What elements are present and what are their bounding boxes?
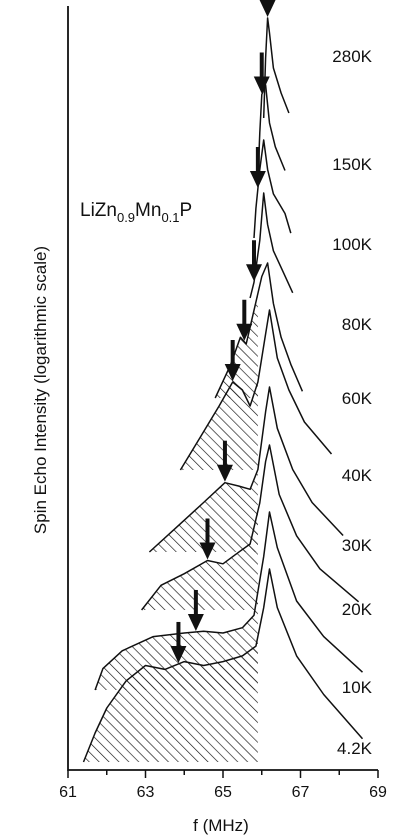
spectrum-line	[148, 386, 344, 553]
arrow-head	[236, 323, 253, 341]
temperature-label: 40K	[342, 466, 373, 485]
spectrum-line	[179, 309, 333, 471]
hatched-area	[149, 469, 258, 552]
arrow-head	[259, 0, 276, 17]
spectrum-line	[141, 444, 360, 611]
temperature-label: 80K	[342, 315, 373, 334]
hatched-area	[215, 293, 258, 398]
spectrum-line	[214, 262, 304, 399]
spectrum-line	[253, 139, 292, 239]
spectra-traces	[82, 0, 364, 763]
arrow-head	[170, 645, 187, 663]
temperature-label: 10K	[342, 678, 373, 697]
temperature-label: 20K	[342, 600, 373, 619]
arrow-head	[224, 364, 241, 381]
spectrum-30K	[148, 386, 344, 553]
spectrum-280K	[259, 0, 290, 119]
spectrum-line	[94, 511, 364, 691]
spectrum-60K	[214, 262, 304, 399]
spectrum-line	[82, 568, 364, 763]
x-axis-ticks: 61 63 65 67 69	[59, 770, 387, 801]
x-tick-label: 65	[214, 784, 232, 801]
temperature-label: 60K	[342, 389, 373, 408]
temperature-label: 150K	[332, 155, 372, 174]
spectrum-line	[257, 84, 286, 181]
x-tick-label: 67	[292, 784, 310, 801]
hatched-area	[180, 382, 258, 470]
svg-text:LiZn0.9Mn0.1P: LiZn0.9Mn0.1P	[80, 200, 192, 225]
hatched-area	[83, 636, 258, 762]
spectrum-4.2K	[82, 568, 364, 763]
sample-formula: LiZn0.9Mn0.1P	[80, 200, 192, 225]
arrow-head	[253, 76, 270, 94]
spectrum-line	[262, 17, 290, 119]
x-tick-label: 69	[369, 784, 387, 801]
arrow-head	[216, 464, 233, 482]
spectrum-40K	[179, 309, 333, 471]
temperature-label: 280K	[332, 47, 372, 66]
arrow-head	[187, 613, 204, 631]
spectrum-100K	[249, 139, 292, 239]
hatched-area	[141, 511, 258, 610]
y-axis-title: Spin Echo Intensity (logarithmic scale)	[31, 246, 50, 534]
temperature-labels: 280K 150K 100K 80K 60K 40K 30K 20K 10K 4.2K	[332, 47, 372, 758]
temperature-label: 100K	[332, 235, 372, 254]
x-axis-title: f (MHz)	[193, 816, 249, 835]
spectrum-80K	[246, 192, 294, 299]
arrow-head	[246, 264, 262, 282]
arrow-head	[249, 171, 266, 188]
arrow-head	[199, 542, 216, 560]
spectrum-20K	[141, 444, 360, 611]
temperature-label: 30K	[342, 536, 373, 555]
x-tick-label: 63	[137, 784, 155, 801]
temperature-label: 4.2K	[337, 739, 373, 758]
x-tick-label: 61	[59, 784, 77, 801]
spectrum-150K	[253, 52, 286, 181]
